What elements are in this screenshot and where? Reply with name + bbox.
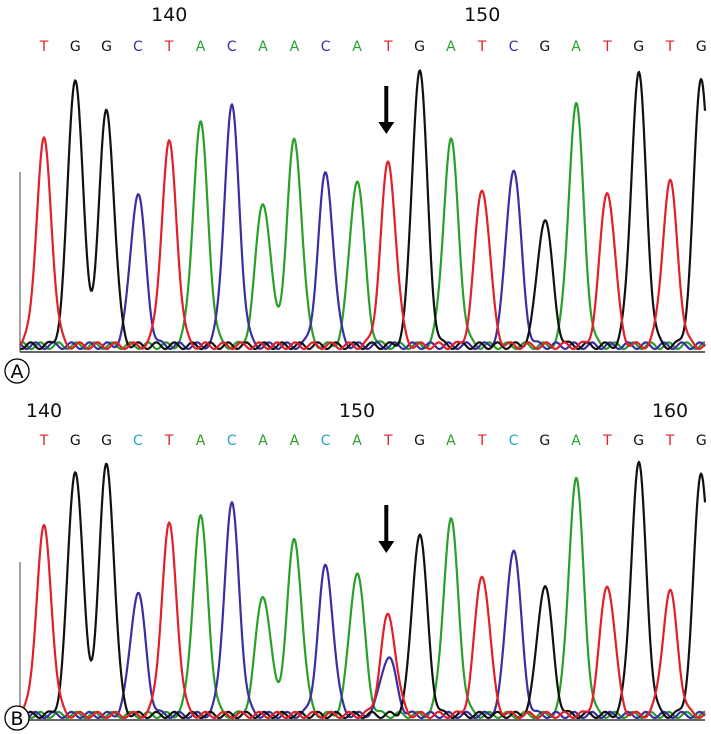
panel-a: 140 150 T G G C T A C A A C A T G A T C G A T G T G A <box>4 4 707 384</box>
base-call-label: C <box>133 39 143 55</box>
base-call-label: C <box>509 39 519 55</box>
base-call-label: G <box>101 39 112 55</box>
base-call-label: T <box>164 433 174 449</box>
base-call-label: T <box>602 433 612 449</box>
base-call-label: G <box>414 433 425 449</box>
base-call-label: T <box>665 39 675 55</box>
base-call-label: A <box>196 39 206 55</box>
base-call-label: T <box>383 39 393 55</box>
base-call-label: C <box>321 433 331 449</box>
base-call-label: G <box>696 39 707 55</box>
position-label: 160 <box>652 400 688 422</box>
base-call-label: A <box>571 39 581 55</box>
base-call-label: T <box>477 39 487 55</box>
base-call-label: G <box>70 39 81 55</box>
base-call-label: G <box>70 433 81 449</box>
base-call-label: T <box>383 433 393 449</box>
mutation-arrowhead <box>378 122 395 134</box>
base-call-label: G <box>539 39 550 55</box>
position-label: 140 <box>151 4 187 26</box>
mutation-arrowhead <box>378 541 395 553</box>
base-call-label: T <box>39 433 49 449</box>
base-call-label: A <box>352 433 362 449</box>
position-label: 150 <box>464 4 500 26</box>
base-call-label: A <box>352 39 362 55</box>
base-call-label: G <box>101 433 112 449</box>
trace-t <box>19 136 706 351</box>
base-call-label: G <box>696 433 707 449</box>
base-call-label: A <box>196 433 206 449</box>
base-call-label: C <box>133 433 143 449</box>
base-call-label: A <box>258 39 268 55</box>
base-call-label: A <box>446 39 456 55</box>
base-call-label: A <box>446 433 456 449</box>
panel-label: B <box>10 708 23 730</box>
base-call-label: A <box>290 39 300 55</box>
position-label: 150 <box>339 400 375 422</box>
base-call-label: A <box>290 433 300 449</box>
panel-label-circle <box>4 358 30 384</box>
panel-label: A <box>11 361 24 383</box>
base-call-label: T <box>477 433 487 449</box>
base-call-label: T <box>602 39 612 55</box>
base-call-label: T <box>164 39 174 55</box>
base-call-label: G <box>539 433 550 449</box>
base-call-label: C <box>227 39 237 55</box>
base-call-label: G <box>414 39 425 55</box>
base-call-label: A <box>258 433 268 449</box>
panel-label-circle <box>4 705 30 731</box>
base-call-label: G <box>633 433 644 449</box>
base-call-label: T <box>39 39 49 55</box>
base-call-label: C <box>227 433 237 449</box>
trace-g <box>19 69 707 351</box>
base-call-label: A <box>571 433 581 449</box>
position-label: 140 <box>26 400 62 422</box>
panel-b: 140 150 160 T G G C T A C A A C A T G A T C G A T G T G B <box>4 400 707 731</box>
base-call-label: C <box>509 433 519 449</box>
trace-t <box>19 521 706 720</box>
base-call-label: C <box>321 39 331 55</box>
base-call-label: T <box>665 433 675 449</box>
base-call-label: G <box>633 39 644 55</box>
trace-g <box>19 460 707 720</box>
